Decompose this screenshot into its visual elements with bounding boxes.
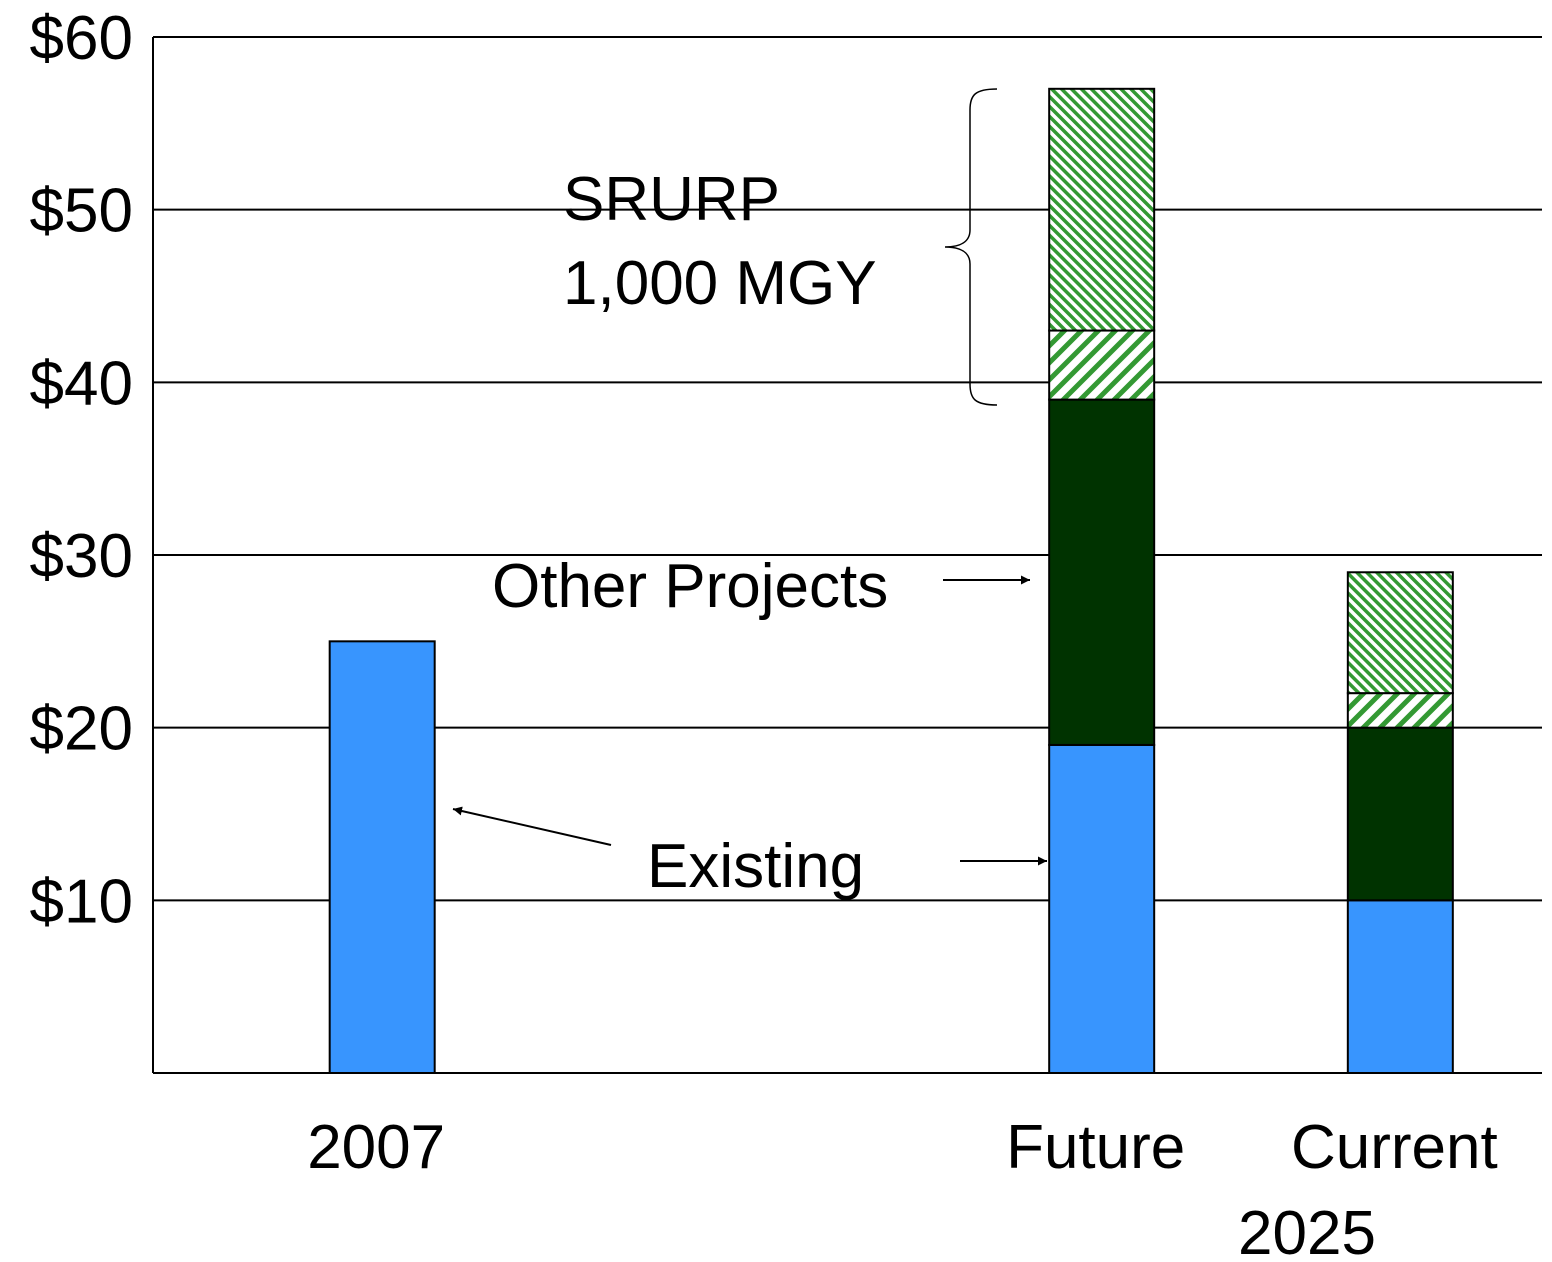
bar-segment — [1048, 743, 1156, 1075]
bar-segment — [1346, 899, 1454, 1074]
arrow — [452, 806, 612, 846]
x-tick-label: Current — [1291, 1113, 1498, 1182]
annotation: SRURP — [563, 165, 780, 234]
bars — [328, 87, 1454, 1075]
bar-segment — [1346, 726, 1454, 902]
annotation: Other Projects — [492, 552, 888, 621]
y-tick-label: $10 — [30, 867, 133, 936]
x-tick-label: Future — [1006, 1113, 1185, 1182]
annotation: 1,000 MGY — [563, 249, 877, 318]
bar-segment — [1048, 87, 1156, 332]
bar-segment — [1346, 692, 1454, 729]
bar-segment — [1346, 571, 1454, 695]
bar-segment — [1048, 398, 1156, 746]
brace — [944, 88, 998, 406]
bar-segment — [1048, 329, 1156, 401]
x-tick-label: 2007 — [307, 1113, 445, 1182]
y-tick-label: $50 — [30, 177, 133, 246]
y-tick-label: $20 — [30, 695, 133, 764]
bar-segment — [328, 640, 436, 1074]
y-tick-label: $30 — [30, 522, 133, 591]
annotation: Existing — [647, 832, 864, 901]
y-tick-label: $60 — [30, 4, 133, 73]
y-tick-label: $40 — [30, 349, 133, 418]
x-group-label: 2025 — [1238, 1199, 1376, 1262]
